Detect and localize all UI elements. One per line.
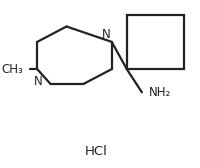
Text: N: N [102, 28, 110, 40]
Text: HCl: HCl [84, 145, 107, 158]
Text: NH₂: NH₂ [149, 86, 171, 99]
Text: N: N [34, 75, 43, 88]
Text: CH₃: CH₃ [2, 63, 23, 76]
